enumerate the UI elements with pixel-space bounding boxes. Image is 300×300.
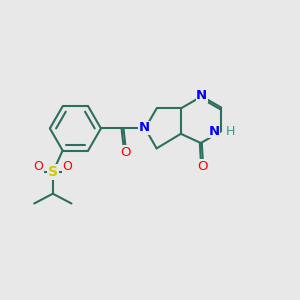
Text: N: N — [209, 124, 220, 137]
Text: N: N — [139, 122, 150, 134]
Text: H: H — [226, 124, 236, 137]
Text: O: O — [33, 160, 43, 173]
Text: O: O — [63, 160, 73, 173]
Text: N: N — [196, 89, 207, 102]
Text: S: S — [48, 165, 58, 179]
Text: O: O — [197, 160, 208, 173]
Text: O: O — [120, 146, 131, 159]
